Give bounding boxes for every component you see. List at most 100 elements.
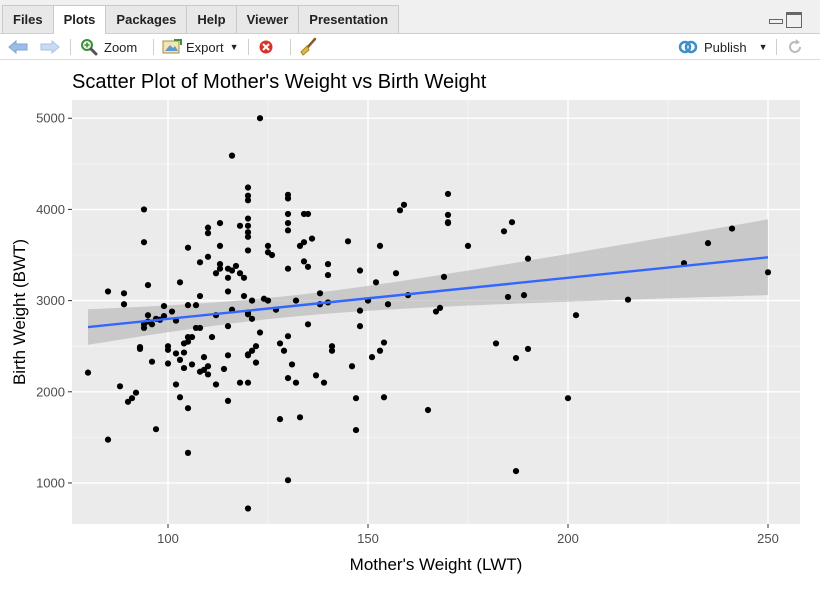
x-tick-label: 200: [557, 531, 579, 546]
data-point: [356, 267, 364, 274]
data-point: [284, 265, 292, 272]
data-point: [120, 301, 128, 308]
toolbar-separator: [248, 39, 249, 55]
back-arrow-icon: [8, 40, 28, 54]
data-point: [504, 293, 512, 301]
tab-files[interactable]: Files: [2, 5, 54, 33]
back-button[interactable]: [8, 34, 28, 60]
data-point: [216, 219, 224, 227]
data-point: [444, 211, 452, 218]
y-tick-label: 4000: [36, 202, 65, 217]
data-point: [104, 436, 112, 443]
data-points-layer: [84, 115, 772, 512]
zoom-label: Zoom: [104, 39, 138, 55]
data-point: [352, 395, 360, 402]
data-point: [140, 206, 148, 213]
tab-viewer[interactable]: Viewer: [235, 5, 300, 33]
data-point: [512, 354, 520, 362]
data-point: [136, 345, 144, 353]
data-point: [140, 324, 148, 332]
data-point: [184, 405, 192, 412]
tab-presentation[interactable]: Presentation: [298, 5, 400, 33]
chevron-down-icon: ▼: [229, 42, 239, 52]
data-point: [368, 354, 376, 361]
data-point: [284, 219, 292, 227]
data-point: [184, 338, 192, 345]
data-point: [320, 379, 328, 386]
data-point: [400, 201, 408, 208]
data-point: [300, 239, 308, 246]
data-point: [212, 381, 220, 388]
data-point: [164, 346, 172, 353]
data-point: [432, 308, 440, 315]
data-point: [220, 365, 228, 373]
data-point: [196, 324, 204, 332]
data-point: [116, 383, 124, 390]
publish-button[interactable]: Publish ▼: [678, 34, 768, 60]
data-point: [200, 354, 208, 361]
data-point: [252, 343, 260, 350]
data-point: [444, 219, 452, 226]
y-axis-ticks: 1000 2000 3000 4000 5000: [36, 111, 72, 490]
data-point: [268, 251, 276, 259]
data-point: [352, 426, 360, 434]
export-image-icon: [162, 39, 182, 54]
data-point: [144, 282, 152, 289]
data-point: [384, 301, 392, 308]
data-point: [284, 210, 292, 218]
data-point: [244, 215, 252, 222]
tab-packages[interactable]: Packages: [105, 5, 188, 33]
tab-help[interactable]: Help: [186, 5, 237, 33]
data-point: [208, 333, 216, 341]
data-point: [244, 222, 252, 229]
clear-plots-button[interactable]: [298, 34, 318, 60]
data-point: [444, 190, 452, 198]
data-point: [168, 308, 176, 315]
export-button[interactable]: Export ▼: [162, 34, 239, 60]
data-point: [304, 321, 312, 328]
y-tick-label: 2000: [36, 384, 65, 399]
data-point: [244, 379, 252, 386]
forward-button[interactable]: [40, 34, 60, 60]
data-point: [132, 389, 140, 396]
refresh-button[interactable]: [786, 34, 804, 60]
window-controls: [769, 12, 802, 28]
zoom-button[interactable]: Zoom: [80, 34, 137, 60]
minimize-pane-icon[interactable]: [769, 12, 783, 26]
data-point: [264, 242, 272, 249]
data-point: [244, 352, 252, 359]
tab-plots[interactable]: Plots: [52, 5, 107, 34]
data-point: [524, 255, 532, 262]
data-point: [252, 359, 260, 366]
data-point: [380, 394, 388, 401]
data-point: [228, 152, 236, 159]
remove-plot-button[interactable]: [258, 34, 274, 60]
data-point: [372, 279, 380, 286]
data-point: [204, 363, 212, 370]
chart-title: Scatter Plot of Mother's Weight vs Birth…: [72, 71, 487, 93]
data-point: [280, 347, 288, 354]
plots-toolbar: Zoom Export ▼ Publish ▼: [0, 34, 820, 60]
data-point: [236, 222, 244, 229]
chevron-down-icon: ▼: [758, 42, 768, 52]
data-point: [324, 271, 332, 279]
remove-plot-icon: [259, 40, 273, 54]
data-point: [216, 265, 224, 272]
data-point: [224, 397, 232, 405]
data-point: [244, 229, 252, 236]
data-point: [128, 395, 136, 402]
data-point: [292, 379, 300, 386]
data-point: [312, 372, 320, 379]
data-point: [152, 426, 160, 433]
x-tick-label: 150: [357, 531, 379, 546]
y-axis-label: Birth Weight (BWT): [10, 239, 29, 385]
toolbar-separator: [290, 39, 291, 55]
data-point: [304, 263, 312, 270]
data-point: [356, 323, 364, 330]
data-point: [244, 505, 252, 512]
data-point: [84, 369, 92, 376]
data-point: [176, 279, 184, 286]
maximize-pane-icon[interactable]: [786, 12, 802, 28]
data-point: [144, 312, 152, 319]
data-point: [316, 290, 324, 297]
